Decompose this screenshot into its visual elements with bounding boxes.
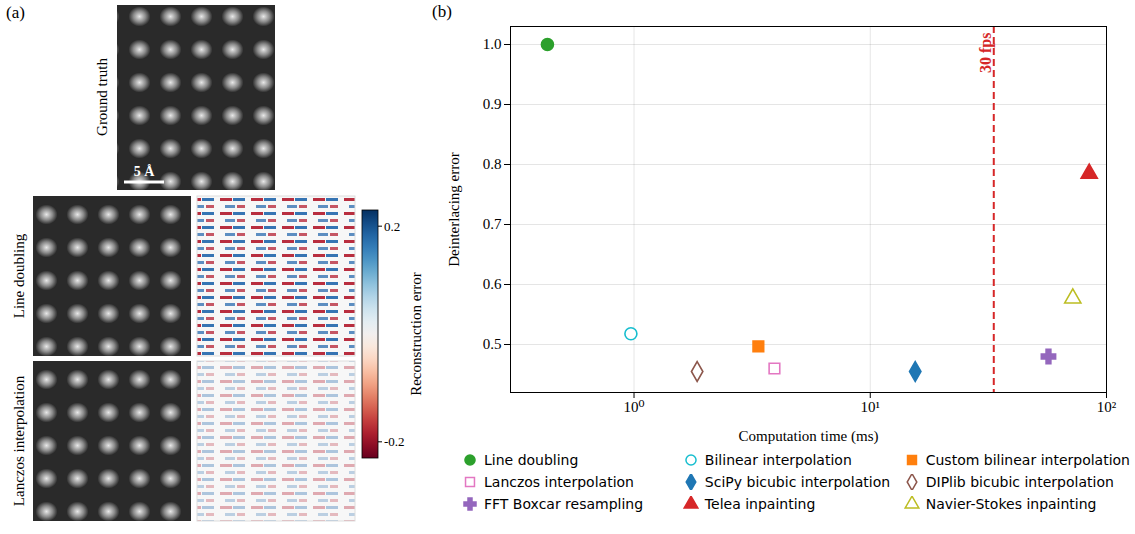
html-text:DIPlib bicubic interpolation: DIPlib bicubic interpolation — [925, 474, 1114, 490]
svg-text:Lanczos interpolation: Lanczos interpolation — [11, 375, 27, 506]
svg-text:1.0: 1.0 — [483, 36, 502, 52]
html-text:Navier-Stokes inpainting: Navier-Stokes inpainting — [925, 496, 1097, 512]
svg-text:Deinterlacing error: Deinterlacing error — [446, 152, 462, 267]
svg-text:0.6: 0.6 — [483, 276, 502, 292]
svg-text:Line doubling: Line doubling — [11, 233, 27, 318]
svg-text:(a): (a) — [6, 3, 25, 22]
svg-text:0.7: 0.7 — [483, 216, 502, 232]
html-text:Bilinear interpolation: Bilinear interpolation — [704, 452, 852, 468]
svg-text:0.5: 0.5 — [483, 336, 502, 352]
html-text:FFT Boxcar resampling: FFT Boxcar resampling — [484, 496, 644, 512]
svg-text:10⁰: 10⁰ — [624, 399, 645, 415]
svg-text:5 Å: 5 Å — [134, 164, 156, 179]
html-text:Telea inpainting: Telea inpainting — [704, 496, 816, 512]
svg-text:Reconstruction error: Reconstruction error — [408, 272, 424, 396]
html-text:Lanczos interpolation: Lanczos interpolation — [484, 474, 634, 490]
html-text:SciPy bicubic interpolation: SciPy bicubic interpolation — [704, 474, 891, 490]
svg-text:10²: 10² — [1097, 399, 1117, 415]
svg-text:30 fps: 30 fps — [977, 33, 995, 73]
svg-text:Ground truth: Ground truth — [94, 58, 110, 136]
html-text:Line doubling: Line doubling — [484, 452, 579, 468]
html-text:(b): (b) — [432, 2, 452, 21]
svg-text:0.8: 0.8 — [483, 156, 502, 172]
svg-text:Computation time (ms): Computation time (ms) — [739, 428, 879, 445]
svg-text:10¹: 10¹ — [861, 399, 881, 415]
svg-text:0.9: 0.9 — [483, 96, 502, 112]
html-text:Custom bilinear interpolation: Custom bilinear interpolation — [925, 452, 1130, 468]
svg-text:0.2: 0.2 — [384, 219, 400, 234]
svg-text:-0.2: -0.2 — [384, 434, 405, 449]
